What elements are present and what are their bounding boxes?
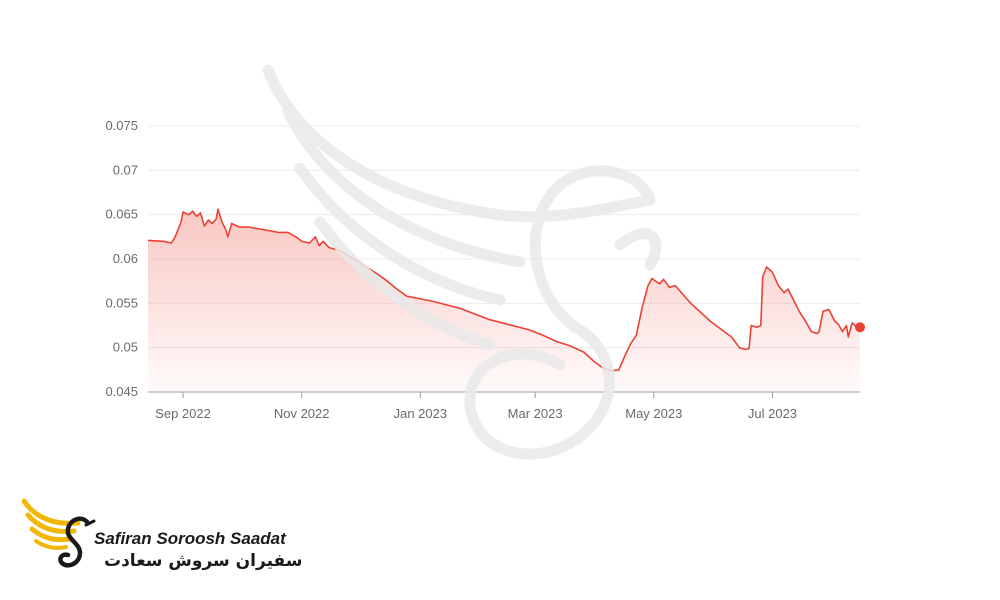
x-tick-labels: Sep 2022 Nov 2022 Jan 2023 Mar 2023 May 2023… <box>155 406 797 421</box>
y-tick-label: 0.045 <box>105 384 138 399</box>
series-line <box>147 208 861 372</box>
y-tick-label: 0.06 <box>113 251 138 266</box>
watermark-logo-icon <box>262 64 662 460</box>
y-tick-labels: 0.045 0.05 0.055 0.06 0.065 0.07 0.075 <box>105 118 138 399</box>
y-tick-label: 0.065 <box>105 207 138 222</box>
brand-logo: Safiran Soroosh Saadat سفیران سروش سعادت <box>22 493 302 583</box>
x-tick-label: Jul 2023 <box>748 406 797 421</box>
x-tick-label: May 2023 <box>625 406 682 421</box>
y-tick-label: 0.075 <box>105 118 138 133</box>
series-area-fill <box>148 209 860 392</box>
last-point-marker <box>855 322 865 333</box>
x-ticks <box>182 392 773 398</box>
y-tick-label: 0.05 <box>113 340 138 355</box>
x-tick-label: Nov 2022 <box>274 406 330 421</box>
y-tick-label: 0.07 <box>113 162 138 177</box>
y-tick-label: 0.055 <box>105 295 138 310</box>
brand-name-english: Safiran Soroosh Saadat <box>94 529 286 548</box>
brand-wing-icon <box>22 498 96 568</box>
x-tick-label: Sep 2022 <box>155 406 211 421</box>
x-tick-label: Mar 2023 <box>508 406 563 421</box>
brand-name-persian: سفیران سروش سعادت <box>104 551 303 571</box>
x-tick-label: Jan 2023 <box>394 406 448 421</box>
